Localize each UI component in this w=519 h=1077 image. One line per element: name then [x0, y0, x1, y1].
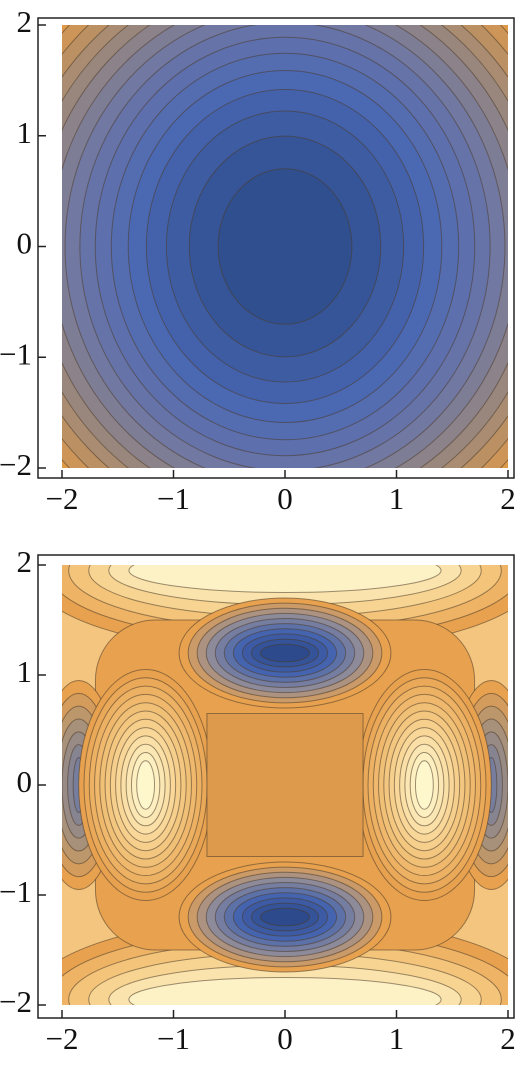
contour-band	[259, 907, 311, 927]
y-tick-label: −1	[0, 874, 32, 909]
contour-band	[414, 760, 434, 810]
x-tick-label: 1	[389, 1021, 405, 1056]
contour-band	[259, 643, 311, 663]
y-tick-label: 0	[17, 226, 33, 261]
frame	[37, 17, 515, 479]
contour-band	[136, 760, 156, 810]
contour-band	[206, 713, 364, 857]
x-tick-label: −1	[157, 481, 190, 516]
x-tick-label: 2	[500, 481, 516, 516]
y-tick-label: −2	[0, 984, 32, 1019]
contour-field	[62, 565, 508, 1005]
x-tick-label: −2	[46, 481, 79, 516]
y-tick-label: 2	[17, 4, 33, 39]
y-tick-label: 0	[17, 764, 33, 799]
y-tick-label: −2	[0, 447, 32, 482]
x-tick-label: 0	[277, 1021, 293, 1056]
contour-band	[217, 168, 353, 325]
contour-band	[128, 565, 442, 593]
x-tick-label: 2	[500, 1021, 516, 1056]
x-tick-label: −2	[46, 1021, 79, 1056]
x-tick-label: 0	[277, 481, 293, 516]
y-tick-label: 2	[17, 544, 33, 579]
frame	[37, 554, 515, 1019]
contour-field	[62, 25, 508, 468]
y-tick-label: 1	[17, 654, 33, 689]
x-tick-label: 1	[389, 481, 405, 516]
contour-band	[128, 977, 442, 1005]
y-tick-label: 1	[17, 115, 33, 150]
x-tick-label: −1	[157, 1021, 190, 1056]
y-tick-label: −1	[0, 336, 32, 371]
